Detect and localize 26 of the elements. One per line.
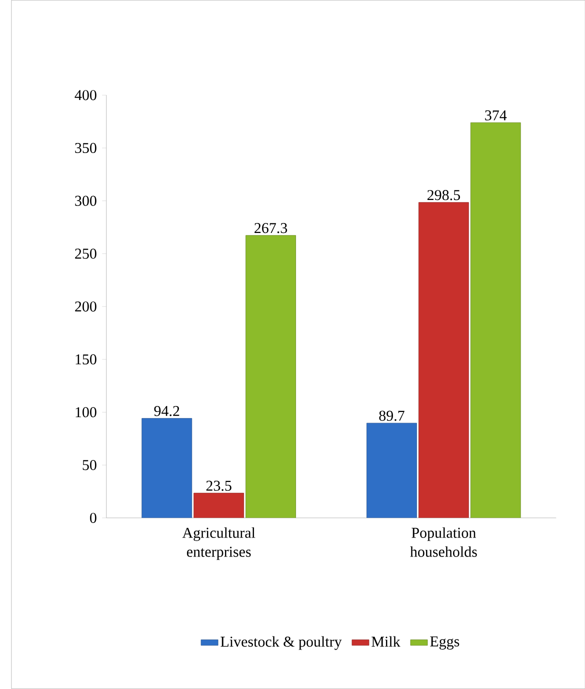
y-tick-label: 50: [82, 460, 96, 470]
bar: [193, 492, 244, 518]
bar: [418, 202, 469, 518]
data-label: 267.3: [254, 223, 287, 234]
x-tick-label: Agricultural enterprises: [182, 527, 256, 560]
data-label: 374: [484, 110, 507, 120]
bar: [245, 235, 296, 518]
y-tick-label: 100: [76, 407, 96, 418]
data-label: 298.5: [427, 190, 460, 200]
data-label: 89.7: [379, 410, 404, 421]
y-tick-label: 150: [76, 354, 96, 364]
y-tick-label: 250: [74, 248, 96, 259]
y-tick-label: 350: [75, 142, 96, 154]
legend-label: Milk: [371, 636, 400, 647]
y-tick-label: 200: [74, 301, 96, 312]
legend-label: Livestock & poultry: [220, 636, 342, 650]
legend-label: Eggs: [430, 636, 460, 650]
y-tick-label: 0: [90, 512, 96, 523]
bar: [366, 422, 417, 518]
y-tick-label: 300: [75, 196, 96, 206]
y-tick-label: 400: [74, 90, 96, 100]
data-label: 94.2: [154, 406, 180, 416]
bar: [142, 418, 192, 518]
bar: [470, 122, 521, 518]
data-label: 23.5: [206, 480, 232, 491]
x-tick-label: Population households: [410, 527, 477, 557]
